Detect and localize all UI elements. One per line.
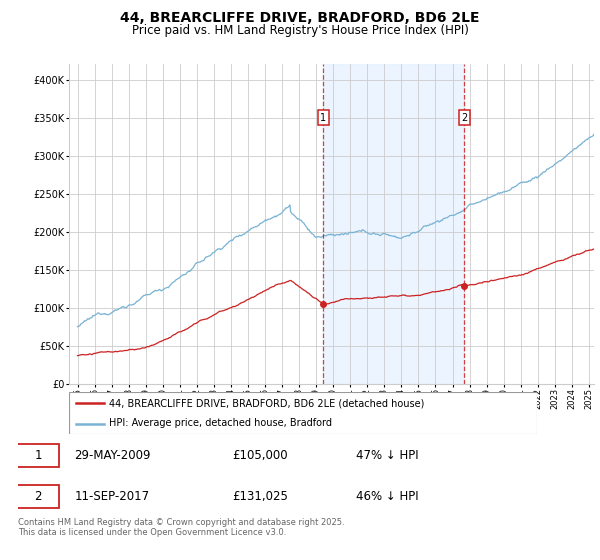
Bar <box>323 64 464 384</box>
Text: 44, BREARCLIFFE DRIVE, BRADFORD, BD6 2LE (detached house): 44, BREARCLIFFE DRIVE, BRADFORD, BD6 2LE… <box>109 398 424 408</box>
Text: 46% ↓ HPI: 46% ↓ HPI <box>356 490 419 503</box>
Text: 1: 1 <box>34 449 42 462</box>
Text: 1: 1 <box>320 113 326 123</box>
Text: £131,025: £131,025 <box>232 490 288 503</box>
Text: 2: 2 <box>34 490 42 503</box>
FancyBboxPatch shape <box>17 485 59 508</box>
Text: Contains HM Land Registry data © Crown copyright and database right 2025.
This d: Contains HM Land Registry data © Crown c… <box>18 518 344 538</box>
Text: £105,000: £105,000 <box>232 449 288 462</box>
FancyBboxPatch shape <box>17 444 59 467</box>
Text: 47% ↓ HPI: 47% ↓ HPI <box>356 449 419 462</box>
Text: 29-MAY-2009: 29-MAY-2009 <box>74 449 151 462</box>
Text: 2: 2 <box>461 113 467 123</box>
Text: Price paid vs. HM Land Registry's House Price Index (HPI): Price paid vs. HM Land Registry's House … <box>131 24 469 36</box>
Text: 44, BREARCLIFFE DRIVE, BRADFORD, BD6 2LE: 44, BREARCLIFFE DRIVE, BRADFORD, BD6 2LE <box>120 11 480 25</box>
Text: 11-SEP-2017: 11-SEP-2017 <box>74 490 149 503</box>
Text: HPI: Average price, detached house, Bradford: HPI: Average price, detached house, Brad… <box>109 418 332 428</box>
